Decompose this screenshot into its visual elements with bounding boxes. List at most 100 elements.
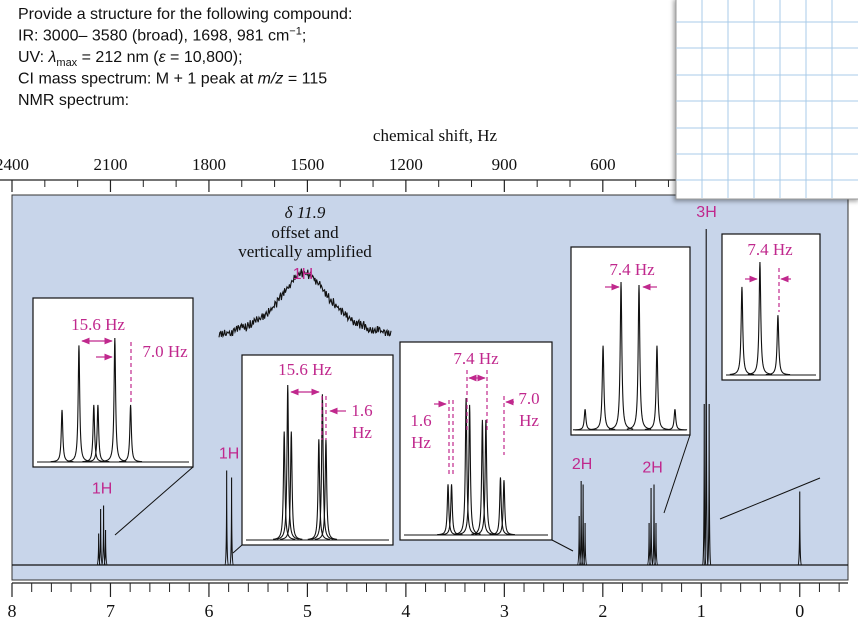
problem-segment: Provide a structure for the following co… [18,6,352,23]
coupling-label: 7.0 Hz [142,342,188,361]
problem-line: Provide a structure for the following co… [18,6,352,23]
peak [229,477,234,566]
leader-line [232,544,243,554]
bottom-tick-label: 3 [500,601,509,621]
coupling-label: 15.6 Hz [71,315,125,334]
coupling-label: 1.6 [351,401,372,420]
coupling-label: 7.0 [518,389,539,408]
peak [101,505,106,566]
problem-line: UV: λmax = 212 nm (ε = 10,800); [18,49,243,69]
top-tick-label: 2400 [0,155,29,174]
integration-label: 1H [293,266,313,283]
problem-segment: UV: [18,49,49,66]
inset-peak [67,345,91,462]
problem-segment: λ [48,49,57,66]
problem-line: IR: 3000– 3580 (broad), 1698, 981 cm−1; [18,26,306,45]
leader-line [719,477,821,520]
coupling-label: 7.4 Hz [747,240,793,259]
problem-segment: = 115 [283,71,327,88]
problem-text: Provide a structure for the following co… [18,6,352,109]
top-tick-label: 1200 [389,155,423,174]
inset-peak [662,409,688,431]
bottom-tick-label: 4 [401,601,410,621]
inset-peak [492,480,516,536]
bottom-tick-label: 1 [697,601,706,621]
top-tick-label: 900 [492,155,518,174]
inset-peak [608,281,634,430]
inset-peak [644,345,670,431]
plot: 2400 2100 1800 1500 1200 900 600 8 7 6 5 4 3 2 1 0 1H 1H 2… [0,155,849,621]
inset-peak [458,404,481,535]
top-tick-label: 2100 [93,155,127,174]
inset-peak [626,284,652,430]
peak [707,403,712,566]
peak [582,522,588,566]
problem-segment: = 212 nm ( [77,49,159,66]
problem-segment: CI mass spectrum: M + 1 peak at [18,71,258,88]
graph-paper [675,0,858,200]
inset-peak [119,404,143,463]
top-tick-label: 600 [590,155,616,174]
integration-label: 2H [642,460,662,477]
peak [224,470,229,566]
inset-peak [471,419,494,535]
problem-segment: NMR spectrum: [18,92,129,109]
problem-segment: ; [302,28,306,45]
coupling-label: 7.4 Hz [453,349,499,368]
inset: 7.4 Hz [570,246,691,436]
broad-shift-label: δ 11.9 [285,203,326,222]
inset-box [721,233,821,381]
inset-peak [280,431,303,540]
bottom-tick-label: 7 [106,601,115,621]
problem-segment: ε [159,49,167,66]
leader-line [663,434,691,514]
top-axis-label: chemical shift, Hz [373,126,498,145]
broad-note: vertically amplified [238,242,372,261]
coupling-label: 7.4 Hz [609,260,655,279]
peak [98,508,103,566]
inset-peak [311,394,334,540]
problem-line: NMR spectrum: [18,92,129,109]
peak [797,491,802,566]
coupling-label: 15.6 Hz [278,360,332,379]
coupling-label: 1.6 [410,411,431,430]
integration-label: 1H [219,446,239,463]
peak [103,529,108,566]
inset-peak [276,384,299,540]
bottom-tick-label: 5 [303,601,312,621]
inset-peak [103,337,127,462]
top-tick-label: 1800 [192,155,226,174]
integration-label: 3H [696,204,716,221]
coupling-label: Hz [411,433,431,452]
inset: 15.6 Hz 1.6 Hz [241,354,394,546]
bottom-tick-label: 6 [204,601,213,621]
bottom-tick-label: 8 [8,601,17,621]
bottom-tick-label: 2 [598,601,607,621]
coupling-label: Hz [519,411,539,430]
problem-segment: max [56,57,77,69]
inset-peak [747,261,773,375]
integration-label: 1H [92,481,112,498]
broad-note: offset and [271,223,339,242]
problem-segment: IR: 3000– 3580 (broad), 1698, 981 cm [18,28,289,45]
inset-peak [454,397,478,535]
peak [648,487,654,566]
peak [580,484,586,566]
leader-line [114,466,194,536]
problem-segment: m/z [258,71,284,88]
problem-segment: −1 [289,26,302,38]
problem-segment: = 10,800); [166,49,243,66]
top-tick-label: 1500 [290,155,324,174]
bottom-tick-label: 0 [795,601,804,621]
peak [653,522,659,566]
inset-box [570,246,691,436]
peak [704,228,709,566]
peak [579,480,584,566]
peak [651,484,657,566]
inset-peak [765,315,791,376]
inset: 15.6 Hz 7.0 Hz [32,297,194,468]
integration-label: 2H [572,456,592,473]
inset: 7.4 Hz [721,233,821,381]
leader-line [551,539,574,552]
